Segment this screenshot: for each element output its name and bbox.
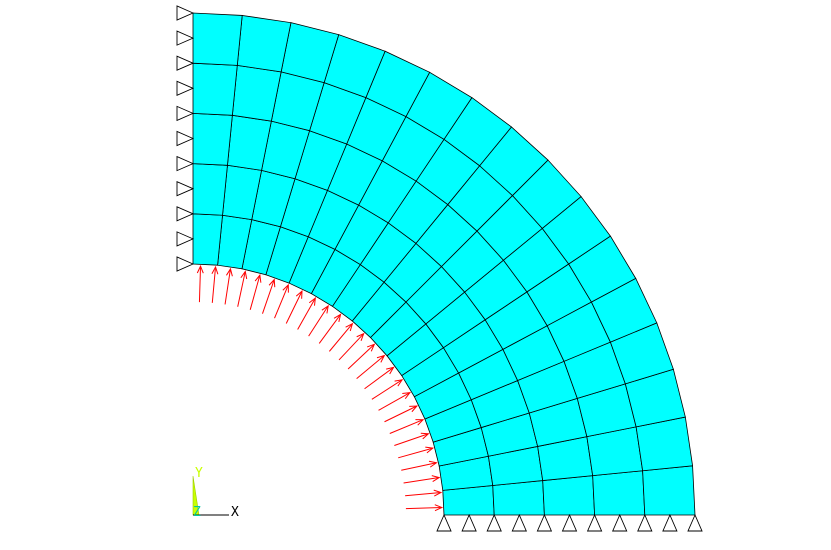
mesh-element <box>192 12 243 66</box>
pressure-arrowhead <box>282 283 289 293</box>
pressure-arrow <box>274 284 289 319</box>
pressure-arrow <box>403 477 440 484</box>
constraint-triangle <box>561 513 578 532</box>
pressure-arrow <box>308 305 329 337</box>
constraint-triangle <box>586 513 603 532</box>
pressure-arrowhead <box>428 460 438 468</box>
pressure-arrowhead <box>394 379 404 387</box>
pressure-arrow <box>389 419 424 434</box>
pressure-arrowhead <box>425 446 435 454</box>
pressure-arrow <box>211 266 217 303</box>
constraint-triangle <box>511 513 527 532</box>
pressure-arrowhead <box>321 304 329 314</box>
pressure-arrowhead <box>386 366 395 375</box>
pressure-arrow <box>384 405 418 423</box>
pressure-arrowhead <box>415 419 425 426</box>
pressure-arrowhead <box>433 489 443 497</box>
pressure-arrowhead <box>268 278 276 288</box>
mesh-element <box>192 112 233 166</box>
displacement-constraints-vertical-edge <box>176 5 195 272</box>
constraint-triangle <box>176 105 195 122</box>
pressure-arrow <box>347 343 375 370</box>
pressure-arrowhead <box>211 265 219 275</box>
constraint-triangle <box>536 513 553 532</box>
pressure-arrow <box>356 355 385 380</box>
constraint-triangle <box>612 513 628 532</box>
mesh-element <box>642 465 696 516</box>
triad-x-label: X <box>231 505 239 520</box>
mesh-element <box>192 62 238 116</box>
pressure-arrowhead <box>196 264 204 274</box>
pressure-arrow <box>328 323 353 352</box>
pressure-arrowhead <box>402 392 411 400</box>
pressure-arrowhead <box>366 343 376 352</box>
constraint-triangle <box>176 80 195 96</box>
pressure-arrow <box>405 491 442 497</box>
displacement-constraints-horizontal-edge <box>436 513 703 532</box>
constraint-triangle <box>461 513 477 532</box>
constraint-triangle <box>176 5 195 21</box>
mesh-element <box>236 14 292 73</box>
pressure-arrowhead <box>295 289 303 299</box>
pressure-arrow <box>405 506 442 510</box>
pressure-arrow <box>262 279 275 314</box>
pressure-arrow <box>285 290 303 324</box>
pressure-load-arrows <box>196 264 444 512</box>
mesh-element <box>192 213 223 266</box>
mesh-element <box>192 163 228 216</box>
constraint-triangle <box>176 30 195 46</box>
pressure-arrow <box>401 462 437 471</box>
pressure-arrow <box>297 297 316 330</box>
constraint-triangle <box>687 513 703 532</box>
pressure-arrow <box>198 266 202 303</box>
constraint-triangle <box>662 513 678 532</box>
constraint-triangle <box>176 206 195 222</box>
pressure-arrowhead <box>254 273 262 283</box>
constraint-triangle <box>436 513 452 532</box>
constraint-triangle <box>176 231 195 247</box>
coordinate-triad: Y Z X <box>192 466 239 520</box>
pressure-arrow <box>371 379 403 400</box>
constraint-triangle <box>176 130 195 147</box>
pressure-arrowhead <box>409 405 419 413</box>
mesh-element <box>592 470 646 516</box>
pressure-arrow <box>224 268 231 305</box>
pressure-arrow <box>378 392 411 411</box>
pressure-arrowhead <box>356 332 365 342</box>
constraint-triangle <box>176 155 195 172</box>
constraint-triangle <box>176 256 195 272</box>
pressure-arrowhead <box>240 270 248 280</box>
pressure-arrow <box>398 447 433 459</box>
pressure-arrow <box>318 314 341 344</box>
constraint-triangle <box>486 513 502 532</box>
mesh-element <box>492 480 545 516</box>
triad-z-label: Z <box>193 505 201 520</box>
pressure-arrowhead <box>434 504 444 512</box>
constraint-triangle <box>637 513 653 532</box>
constraint-triangle <box>176 181 195 197</box>
pressure-arrowhead <box>226 267 233 277</box>
pressure-arrowhead <box>308 297 316 306</box>
pressure-arrow <box>364 367 394 390</box>
mesh-element <box>542 475 596 516</box>
pressure-arrowhead <box>420 432 430 440</box>
pressure-arrow <box>338 333 365 361</box>
pressure-arrow <box>249 275 261 310</box>
constraint-triangle <box>176 55 195 71</box>
finite-element-mesh <box>192 12 696 516</box>
triad-y-label: Y <box>195 466 203 481</box>
pressure-arrowhead <box>431 475 441 482</box>
pressure-arrowhead <box>345 322 354 332</box>
pressure-arrow <box>237 271 246 307</box>
pressure-arrowhead <box>333 313 342 322</box>
pressure-arrowhead <box>376 354 386 363</box>
pressure-arrow <box>394 433 429 446</box>
